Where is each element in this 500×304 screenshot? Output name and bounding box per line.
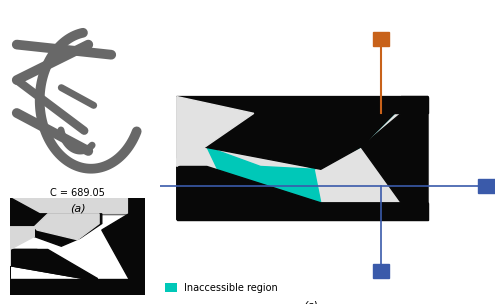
Bar [10,198,145,214]
Polygon shape [10,198,129,227]
Polygon shape [102,198,145,295]
Polygon shape [34,214,99,240]
Polygon shape [361,97,428,219]
Polygon shape [34,214,102,246]
Polygon shape [204,113,394,169]
Bar [372,32,390,46]
Polygon shape [10,227,34,266]
Polygon shape [10,250,98,279]
Polygon shape [10,250,85,279]
Bar [177,97,428,219]
Polygon shape [177,167,428,219]
Polygon shape [10,214,98,240]
Polygon shape [177,97,254,167]
Bar [372,264,390,278]
Bar [177,97,428,113]
Polygon shape [204,113,394,169]
Text: (a): (a) [70,204,86,214]
Polygon shape [10,198,40,227]
Bar [177,203,428,219]
Legend: Inaccessible region: Inaccessible region [165,283,278,293]
Polygon shape [207,147,321,203]
Text: (c): (c) [304,301,318,304]
Bar [10,279,145,295]
Bar [478,179,495,193]
Bar [133,179,150,193]
Polygon shape [177,97,428,158]
Text: C = 689.05: C = 689.05 [50,188,105,199]
